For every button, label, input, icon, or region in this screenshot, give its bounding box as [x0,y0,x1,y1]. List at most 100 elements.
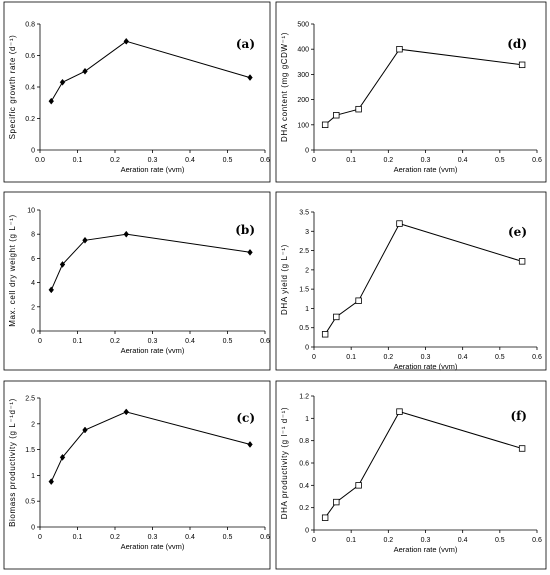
data-point [355,297,362,304]
x-tick-label: 0.5 [223,338,233,345]
y-tick-label: 0.8 [25,22,35,29]
x-axis-title: Aeration rate (vvm) [394,165,458,174]
y-tick-label: 2.5 [25,396,35,403]
panel-label: (c) [236,411,255,425]
data-point [333,498,340,506]
x-tick-label: 0.4 [458,157,468,164]
data-point [355,105,362,113]
y-axis-title: DHA productivity (g l⁻¹ d⁻¹) [280,407,289,519]
y-tick-label: 0.4 [299,483,309,490]
x-tick-label: 0.5 [495,537,505,544]
x-tick-label: 0.4 [458,537,468,544]
y-tick-label: 0.5 [299,325,309,332]
x-tick-label: 0.4 [185,534,195,541]
panel-frame [3,1,271,183]
chart-panel-c: 0 0.1 0.2 0.3 0.4 0.5 0.6 0 0.5 1 1.5 2 2.5 Aeration … [3,380,271,570]
data-point [59,261,66,268]
x-tick-label: 0.0 [35,157,45,164]
chart-panel-e: 0 0.1 0.2 0.3 0.4 0.5 0.6 0 0.5 1 1.5 2 2.5 3 3.5 Aerat… [275,191,547,371]
data-point [247,248,253,256]
data-point [48,478,54,485]
data-point [123,230,129,238]
y-tick-label: 1.5 [25,447,35,454]
y-tick-label: 1.5 [299,287,309,294]
y-tick-label: 0.4 [25,85,35,92]
y-tick-label: 3.5 [299,210,309,217]
y-tick-label: 10 [27,208,35,215]
data-point [396,220,403,227]
y-tick-label: 0 [305,148,309,155]
x-tick-label: 0.6 [260,338,270,345]
chart-panel-f: 0 0.1 0.2 0.3 0.4 0.5 0.6 0 0.2 0.4 0.6 0.8 1 1.2 Aera… [275,380,547,570]
x-tick-label: 0.3 [421,354,431,361]
data-point [247,441,253,448]
data-point [59,78,66,86]
panel-label: (b) [235,223,255,237]
x-axis-title: Aeration rate (vvm) [121,542,185,551]
x-tick-label: 0.6 [260,157,270,164]
panel-frame [3,191,271,371]
data-point [396,46,403,53]
panel-label: (d) [507,37,527,51]
x-tick-label: 0.1 [346,537,356,544]
chart-panel-b: 0 0.1 0.2 0.3 0.4 0.5 0.6 0 2 4 6 8 10 Aeration rate … [3,191,271,371]
x-tick-label: 0 [312,354,316,361]
data-point [48,97,54,105]
y-tick-label: 1 [305,416,309,423]
x-tick-label: 0.3 [421,537,431,544]
y-tick-label: 2 [31,304,35,311]
x-tick-label: 0.3 [421,157,431,164]
y-tick-label: 3 [305,229,309,236]
y-tick-label: 2 [305,267,309,274]
y-tick-label: 8 [31,232,35,239]
data-point [518,258,526,265]
y-tick-label: 0.5 [25,499,35,506]
x-tick-label: 0.5 [223,534,233,541]
data-point [82,426,88,434]
y-tick-label: 0 [305,528,309,535]
data-point [123,408,129,416]
x-tick-label: 0 [312,157,316,164]
data-point [333,112,340,119]
x-tick-label: 0.1 [346,157,356,164]
y-tick-label: 0.2 [299,505,309,512]
x-tick-label: 0.1 [73,338,83,345]
x-tick-label: 0 [312,537,316,544]
data-point [82,67,88,75]
x-tick-label: 0.6 [532,537,542,544]
x-tick-label: 0.2 [383,537,393,544]
y-axis-title: Biomass productivity (g L⁻¹d⁻¹) [8,398,17,527]
panel-frame [3,380,271,570]
chart-panel-d: 0 0.1 0.2 0.3 0.4 0.5 0.6 0 100 200 300 400 500 Aerat… [275,1,547,183]
y-axis-title: Specific growth rate (d⁻¹) [8,35,17,140]
y-tick-label: 400 [297,47,309,54]
x-tick-label: 0.2 [110,534,120,541]
y-tick-label: 200 [297,97,309,104]
data-point [396,408,403,415]
y-tick-label: 0 [31,525,35,532]
x-axis-title: Aeration rate (vvm) [394,362,458,371]
data-point [48,286,54,294]
x-tick-label: 0.5 [495,157,505,164]
x-tick-label: 0.1 [73,157,83,164]
x-tick-label: 0.3 [148,338,158,345]
y-tick-label: 2 [31,421,35,428]
data-point [59,453,66,461]
panel-label: (f) [510,409,527,423]
data-point [321,331,329,338]
x-tick-label: 0.4 [185,338,195,345]
panel-label: (a) [236,37,255,51]
x-tick-label: 0.3 [148,534,158,541]
x-tick-label: 0.2 [383,354,393,361]
y-tick-label: 100 [297,122,309,129]
y-tick-label: 6 [31,256,35,263]
x-axis-title: Aeration rate (vvm) [121,346,185,355]
chart-panel-a: 0.0 0.1 0.2 0.3 0.4 0.5 0.6 0 0.2 0.4 0.6 0.8 Aerati… [3,1,271,183]
panel-label: (e) [508,225,527,239]
data-point [247,74,253,81]
y-tick-label: 0.6 [25,53,35,60]
panel-frame [275,380,547,570]
y-tick-label: 0 [31,148,35,155]
y-axis-title: DHA yield (g L⁻¹) [280,244,289,315]
